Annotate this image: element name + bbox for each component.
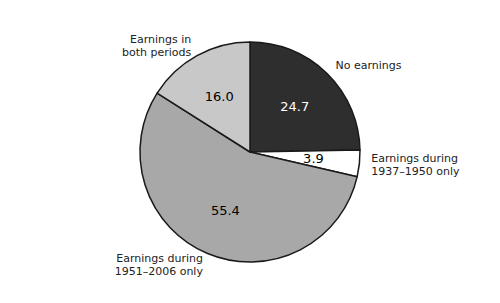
category-label: Earnings during1951–2006 only: [115, 252, 204, 278]
category-label: No earnings: [335, 58, 401, 71]
data-label: 16.0: [205, 89, 234, 104]
slices: [140, 42, 360, 262]
category-label: Earnings inboth periods: [122, 32, 192, 58]
data-label: 55.4: [211, 203, 240, 218]
labels: 24.7 No earnings 3.9 Earnings during1937–19…: [115, 32, 460, 277]
data-label: 24.7: [280, 99, 309, 114]
category-label: Earnings during1937–1950 only: [371, 152, 460, 178]
data-label: 3.9: [303, 151, 324, 166]
slice: [157, 42, 250, 152]
chart: 24.7 No earnings 3.9 Earnings during1937–19…: [0, 0, 500, 303]
